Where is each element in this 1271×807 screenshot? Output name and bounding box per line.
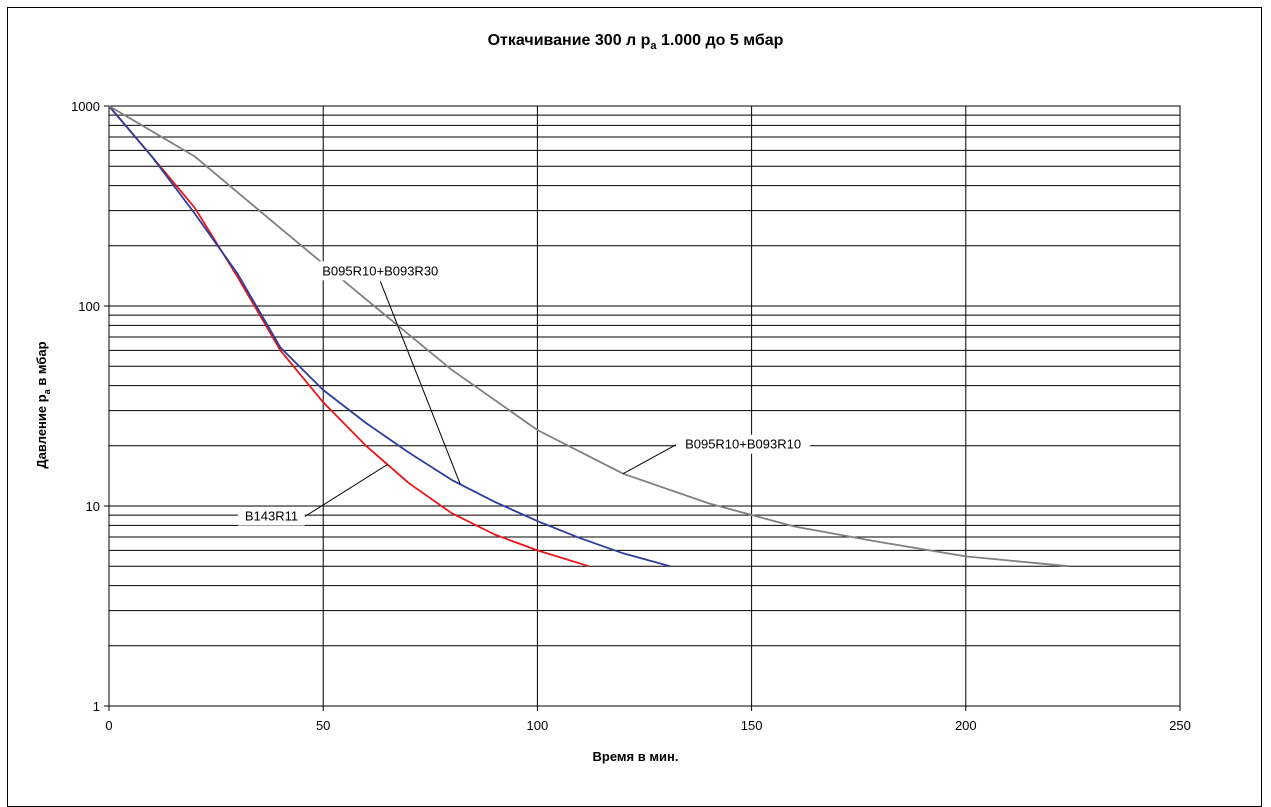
annotation-leader-line: [622, 444, 677, 475]
annotation-label: B095R10+B093R30: [322, 263, 438, 278]
annotation-bg: [313, 261, 448, 281]
axes: 0 50 100 150 200 250 1 10 100 1000: [71, 99, 1191, 733]
annotation-label: B095R10+B093R10: [685, 437, 801, 452]
x-axis-label: Время в мин.: [592, 749, 679, 764]
chart-title: Откачивание 300 л pa 1.000 до 5 мбар: [487, 32, 784, 53]
y-tick-label: 1000: [71, 99, 100, 114]
series-line-b095r10-b093r10: [108, 105, 1069, 568]
series-annotation: B143R11: [238, 464, 388, 526]
series-annotation: B095R10+B093R30: [313, 261, 461, 485]
y-tick-label: 1: [93, 699, 100, 714]
annotation-leader-line: [379, 281, 461, 485]
chart-frame: [7, 7, 1262, 807]
x-tick-label: 100: [527, 718, 549, 733]
plot-area-border: [108, 105, 1181, 707]
x-tick-label: 0: [105, 718, 112, 733]
annotation-label: B143R11: [245, 509, 298, 524]
series-line-b143r11: [108, 105, 590, 568]
annotation-leader-line: [304, 464, 388, 517]
x-tick-label: 150: [741, 718, 763, 733]
chart-plot: 0 50 100 150 200 250 1 10 100 1000 B095R10+B093R3…: [71, 99, 1191, 733]
x-tick-label: 250: [1169, 718, 1191, 733]
annotation-bg: [238, 506, 305, 526]
x-tick-label: 200: [955, 718, 977, 733]
annotations: B095R10+B093R30 B095R10+B093R10 B143R11: [238, 261, 811, 526]
series: [108, 105, 1069, 568]
series-annotation: B095R10+B093R10: [622, 434, 811, 475]
series-line-b095r10-b093r30: [108, 105, 671, 568]
grid: [108, 105, 1181, 707]
x-tick-label: 50: [316, 718, 330, 733]
y-tick-label: 10: [86, 499, 100, 514]
y-tick-label: 100: [78, 299, 100, 314]
annotation-bg: [676, 434, 811, 454]
